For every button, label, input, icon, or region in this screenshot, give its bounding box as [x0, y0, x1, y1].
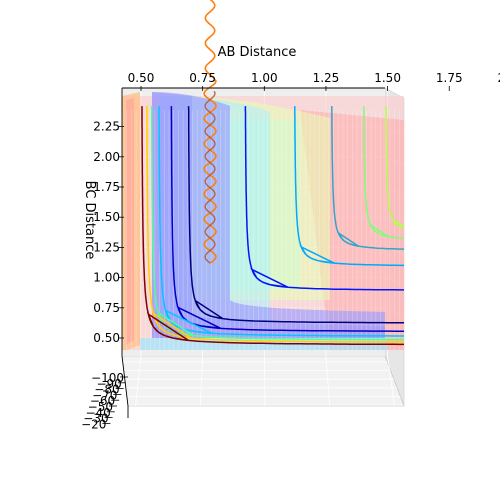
y-tick-label: 1.25 [93, 240, 120, 254]
x-axis-label: AB Distance [218, 45, 297, 60]
z-tick-label: −40 [85, 406, 110, 420]
contour-line [331, 106, 404, 250]
contour-lines [141, 106, 500, 346]
y-tick-label: 1.50 [93, 210, 120, 224]
trajectory-group [203, 0, 217, 264]
axis-lines [121, 87, 385, 418]
z-tick-label: −60 [90, 394, 115, 408]
y-tick-label: 1.75 [93, 180, 120, 194]
contour-line [363, 106, 404, 240]
y-axis-ticks: 0.50 0.75 1.00 1.25 1.50 1.75 2.00 2.25 [93, 120, 124, 345]
y-tick-label: 0.50 [93, 331, 120, 345]
z-tick-label: −20 [81, 417, 106, 431]
contour-line [421, 106, 500, 222]
contour-line [187, 106, 404, 324]
y-tick-label: 0.75 [93, 301, 120, 315]
z-tick-label: −70 [92, 388, 117, 402]
z-tick-label: −50 [88, 400, 113, 414]
z-tick-label: −80 [94, 383, 119, 397]
trajectory-line-shadow [204, 90, 216, 264]
z-tick-label: −30 [83, 412, 108, 426]
contour-line [294, 106, 404, 267]
contour-line [141, 106, 404, 346]
z-axis-ticks: −100−90−80−70−60−50−40−30−20 [81, 371, 128, 431]
z-tick-label: −90 [96, 377, 121, 391]
contour-line [385, 106, 404, 229]
x-tick-label: 1.00 [251, 71, 278, 85]
x-tick-label: 1.75 [436, 71, 463, 85]
y-tick-label: 1.00 [93, 271, 120, 285]
x-axis-ticks: 0.500.751.001.251.501.752.002.25 [128, 71, 500, 91]
x-tick-label: 1.50 [374, 71, 401, 85]
x-tick-label: 2.00 [498, 71, 500, 85]
y-tick-label: 2.00 [93, 150, 120, 164]
floor-pane [121, 355, 460, 407]
contour-line [170, 106, 404, 332]
x-tick-label: 0.75 [189, 71, 216, 85]
y-tick-label: 2.25 [93, 120, 120, 134]
contour-line [458, 106, 500, 208]
trajectory-line [203, 0, 217, 264]
x-tick-label: 1.25 [313, 71, 340, 85]
contour-line [146, 106, 404, 343]
z-tick-label: −100 [91, 371, 124, 385]
potential-energy-surface [122, 92, 404, 350]
x-tick-label: 0.50 [128, 71, 155, 85]
y-axis-label: BC Distance [82, 181, 97, 260]
contour-line [244, 106, 404, 291]
